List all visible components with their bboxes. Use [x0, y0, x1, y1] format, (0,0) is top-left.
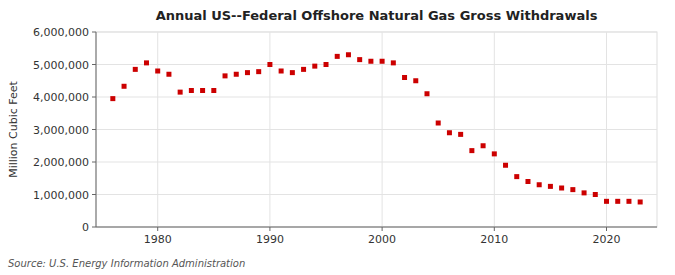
- point: [626, 199, 631, 204]
- tick-label-x: 2000: [368, 233, 396, 246]
- tick-x: [269, 227, 270, 231]
- point: [368, 59, 373, 64]
- point: [324, 62, 329, 67]
- tick-y: [92, 227, 96, 228]
- grid-line-y: [96, 129, 657, 130]
- grid-line-y: [96, 227, 657, 228]
- point: [402, 75, 407, 80]
- point: [492, 151, 497, 156]
- point: [582, 190, 587, 195]
- point: [436, 121, 441, 126]
- point: [525, 179, 530, 184]
- tick-y: [92, 194, 96, 195]
- x-axis-line: [96, 227, 657, 228]
- point: [458, 132, 463, 137]
- tick-label-y: 2,000,000: [33, 156, 89, 169]
- grid-line-x: [269, 32, 270, 227]
- tick-y: [92, 97, 96, 98]
- point: [559, 186, 564, 191]
- source-note: Source: U.S. Energy Information Administ…: [8, 258, 245, 269]
- chart: 0 1,000,000 2,000,000 3,000,000 4,000,000 5,0…: [0, 0, 675, 275]
- point: [256, 69, 261, 74]
- point: [424, 91, 429, 96]
- point: [469, 148, 474, 153]
- point: [593, 192, 598, 197]
- tick-x: [157, 227, 158, 231]
- tick-label-x: 2020: [593, 233, 621, 246]
- tick-x: [382, 227, 383, 231]
- grid-line-y: [96, 32, 657, 33]
- tick-y: [92, 162, 96, 163]
- point: [503, 163, 508, 168]
- title: Annual US--Federal Offshore Natural Gas …: [156, 8, 598, 23]
- point: [312, 64, 317, 69]
- point: [615, 199, 620, 204]
- point: [357, 57, 362, 62]
- tick-label-y: 0: [82, 221, 89, 234]
- point: [122, 84, 127, 89]
- tick-label-y: 1,000,000: [33, 189, 89, 202]
- grid-line-y: [96, 97, 657, 98]
- tick-y: [92, 129, 96, 130]
- grid-line-x: [494, 32, 495, 227]
- tick-label-y: 3,000,000: [33, 124, 89, 137]
- point: [279, 69, 284, 74]
- point: [548, 184, 553, 189]
- point: [335, 54, 340, 59]
- point: [481, 143, 486, 148]
- grid-line-y: [96, 162, 657, 163]
- point: [178, 90, 183, 95]
- point: [234, 72, 239, 77]
- point: [155, 69, 160, 74]
- point: [245, 70, 250, 75]
- point: [380, 59, 385, 64]
- grid-line-x: [157, 32, 158, 227]
- y-axis-line: [96, 32, 97, 227]
- y-axis-label: Million Cubic Feet: [7, 80, 20, 177]
- point: [200, 88, 205, 93]
- point: [223, 73, 228, 78]
- point: [447, 130, 452, 135]
- point: [391, 60, 396, 65]
- point: [110, 96, 115, 101]
- grid-line-y: [96, 194, 657, 195]
- grid-line-y: [96, 64, 657, 65]
- point: [211, 88, 216, 93]
- point: [301, 67, 306, 72]
- tick-x: [606, 227, 607, 231]
- point: [166, 72, 171, 77]
- point: [144, 60, 149, 65]
- tick-y: [92, 32, 96, 33]
- point: [267, 62, 272, 67]
- point: [133, 67, 138, 72]
- grid-line-x: [606, 32, 607, 227]
- tick-x: [494, 227, 495, 231]
- plot-area: [96, 32, 657, 227]
- point: [638, 199, 643, 204]
- tick-label-x: 2010: [480, 233, 508, 246]
- point: [189, 88, 194, 93]
- tick-y: [92, 64, 96, 65]
- point: [537, 182, 542, 187]
- point: [290, 70, 295, 75]
- point: [413, 78, 418, 83]
- tick-label-y: 6,000,000: [33, 26, 89, 39]
- point: [346, 52, 351, 57]
- tick-label-x: 1990: [256, 233, 284, 246]
- tick-label-x: 1980: [144, 233, 172, 246]
- point: [604, 199, 609, 204]
- point: [570, 187, 575, 192]
- points: [110, 52, 642, 204]
- tick-label-y: 4,000,000: [33, 91, 89, 104]
- tick-label-y: 5,000,000: [33, 59, 89, 72]
- point: [514, 174, 519, 179]
